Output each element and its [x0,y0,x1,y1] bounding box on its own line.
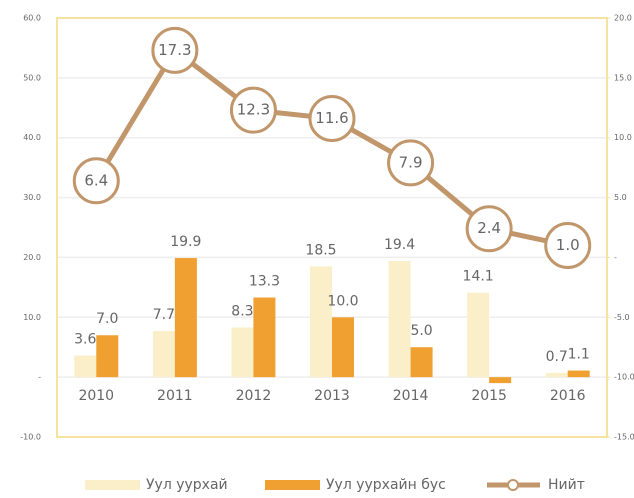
data-label: 6.4 [84,171,108,189]
data-label: 14.1 [463,269,494,285]
bar [567,370,590,378]
bar [74,355,97,378]
line-point [308,95,356,143]
data-label: 11.6 [315,109,348,127]
data-label: 19.4 [384,237,415,253]
data-label: 7.7 [153,307,175,323]
y2-tick-label: -5.0 [614,313,630,322]
legend-swatch [265,480,320,490]
y2-tick-label: 10.0 [614,133,632,142]
x-tick-label: 2015 [471,388,507,404]
data-label: 13.3 [249,274,280,290]
bar [174,258,197,378]
data-label: 18.5 [305,242,336,258]
data-label: 7.9 [399,153,423,171]
line-point [151,26,199,74]
y2-tick-label: - [614,253,617,262]
data-label: 3.6 [74,332,96,348]
line-point [72,157,120,205]
x-tick-label: 2010 [78,388,114,404]
data-label: 10.0 [327,293,358,309]
y2-tick-label: 20.0 [614,14,632,23]
bar [96,335,119,378]
data-label: 12.3 [237,101,270,119]
bar [152,331,175,378]
bar [253,297,276,378]
y2-tick-label: 5.0 [614,193,627,202]
line-point [465,205,513,253]
data-label: 1.1 [568,347,590,363]
plot-frame [56,17,608,438]
bar [231,327,254,378]
y-tick-label: 20.0 [23,253,41,262]
bar [332,317,354,378]
data-label: 17.3 [158,41,191,59]
legend-label: Уул уурхайн бус [326,477,446,493]
bar [489,377,512,384]
line-point [229,86,277,134]
line-point [544,221,592,269]
data-label: 1.0 [556,236,580,254]
bar [388,261,411,378]
data-label: 7.0 [96,311,118,327]
data-label: 19.9 [170,234,201,250]
y2-tick-label: -10.0 [614,373,634,382]
data-label: 2.4 [477,219,501,237]
x-tick-label: 2016 [550,388,586,404]
x-tick-label: 2012 [236,388,272,404]
data-label: 8.3 [231,303,253,319]
y-tick-label: 30.0 [23,193,41,202]
legend-marker [507,479,519,491]
y-tick-label: 10.0 [23,313,41,322]
line-point [387,139,435,187]
y-tick-label: -10.0 [20,433,41,442]
y-tick-label: - [38,373,41,382]
y-tick-label: 50.0 [23,73,41,82]
x-tick-label: 2014 [393,388,429,404]
y-tick-label: 60.0 [23,14,41,23]
legend-label: Нийт [548,477,585,493]
legend-label: Уул уурхай [146,477,228,493]
legend-swatch [85,480,140,490]
y2-tick-label: -15.0 [614,433,634,442]
y-tick-label: 40.0 [23,133,41,142]
y2-tick-label: 15.0 [614,73,632,82]
x-tick-label: 2013 [314,388,350,404]
data-label: 0.7 [546,349,568,365]
x-tick-label: 2011 [157,388,193,404]
data-label: 5.0 [410,323,432,339]
bar [310,266,332,378]
bar [545,372,568,378]
bar [410,347,433,378]
bar [467,292,490,378]
